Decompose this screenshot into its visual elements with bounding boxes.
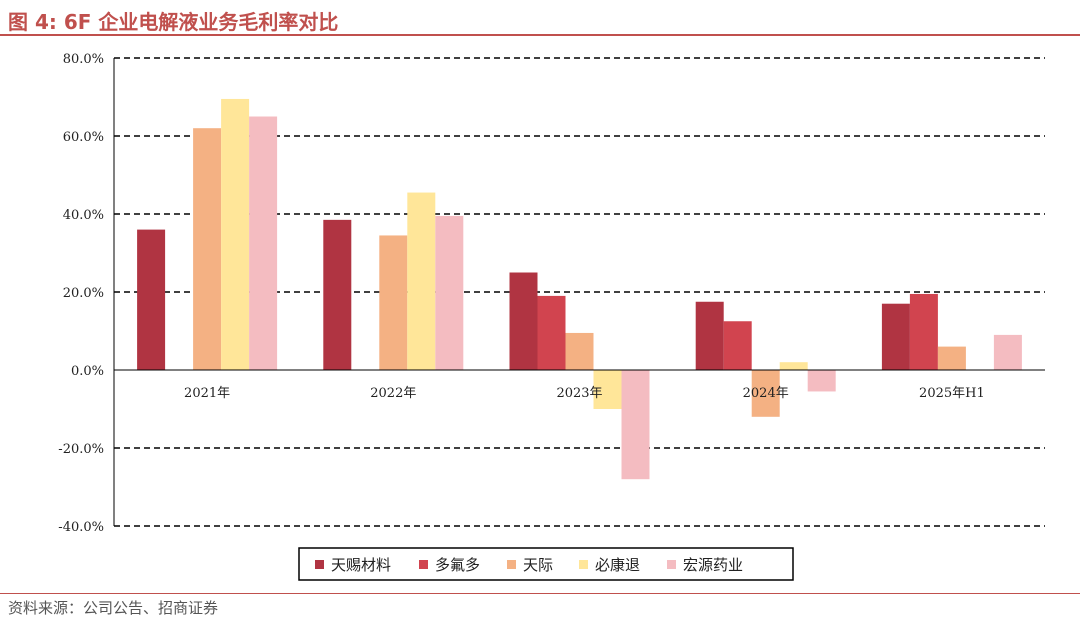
legend-swatch xyxy=(315,560,324,569)
legend-box xyxy=(298,547,794,581)
y-tick-label: -20.0% xyxy=(58,442,104,457)
legend-label: 必康退 xyxy=(595,556,640,574)
bar xyxy=(593,370,622,409)
bar xyxy=(807,370,836,392)
legend-label: 多氟多 xyxy=(435,556,480,574)
legend-swatch xyxy=(419,560,428,569)
y-tick-label: 40.0% xyxy=(63,208,104,223)
x-tick-label: 2025年H1 xyxy=(919,386,985,401)
bar xyxy=(193,128,222,370)
bar xyxy=(407,192,436,370)
y-tick-label: 60.0% xyxy=(63,130,104,145)
bar xyxy=(751,370,780,417)
legend-swatch xyxy=(507,560,516,569)
bar xyxy=(723,321,752,370)
legend-label: 天际 xyxy=(523,556,553,574)
bar xyxy=(695,301,724,370)
bar xyxy=(779,362,808,370)
source-note: 资料来源：公司公告、招商证券 xyxy=(8,599,219,617)
bar xyxy=(509,272,538,370)
legend-swatch xyxy=(667,560,676,569)
bar xyxy=(993,334,1022,370)
source-rule xyxy=(0,593,1080,594)
bar xyxy=(621,370,650,480)
legend-label: 宏源药业 xyxy=(683,556,743,574)
bar xyxy=(565,332,594,370)
title-rule xyxy=(0,34,1080,36)
bar xyxy=(221,98,250,370)
x-tick-label: 2021年 xyxy=(184,386,230,401)
y-tick-label: 20.0% xyxy=(63,286,104,301)
x-tick-label: 2022年 xyxy=(370,386,416,401)
bar xyxy=(379,235,408,370)
bar xyxy=(909,293,938,370)
x-tick-label: 2024年 xyxy=(743,386,789,401)
figure-title: 图 4: 6F 企业电解液业务毛利率对比 xyxy=(8,10,339,34)
y-tick-label: -40.0% xyxy=(58,520,104,535)
bar xyxy=(881,303,910,370)
y-tick-label: 0.0% xyxy=(71,364,104,379)
legend-label: 天赐材料 xyxy=(331,556,391,574)
y-tick-label: 80.0% xyxy=(63,52,104,67)
bar xyxy=(323,219,352,370)
bar xyxy=(249,116,278,370)
bar xyxy=(537,295,566,370)
bar xyxy=(435,215,464,370)
bar xyxy=(137,229,166,370)
bar xyxy=(937,346,966,370)
x-tick-label: 2023年 xyxy=(556,386,602,401)
legend-swatch xyxy=(579,560,588,569)
